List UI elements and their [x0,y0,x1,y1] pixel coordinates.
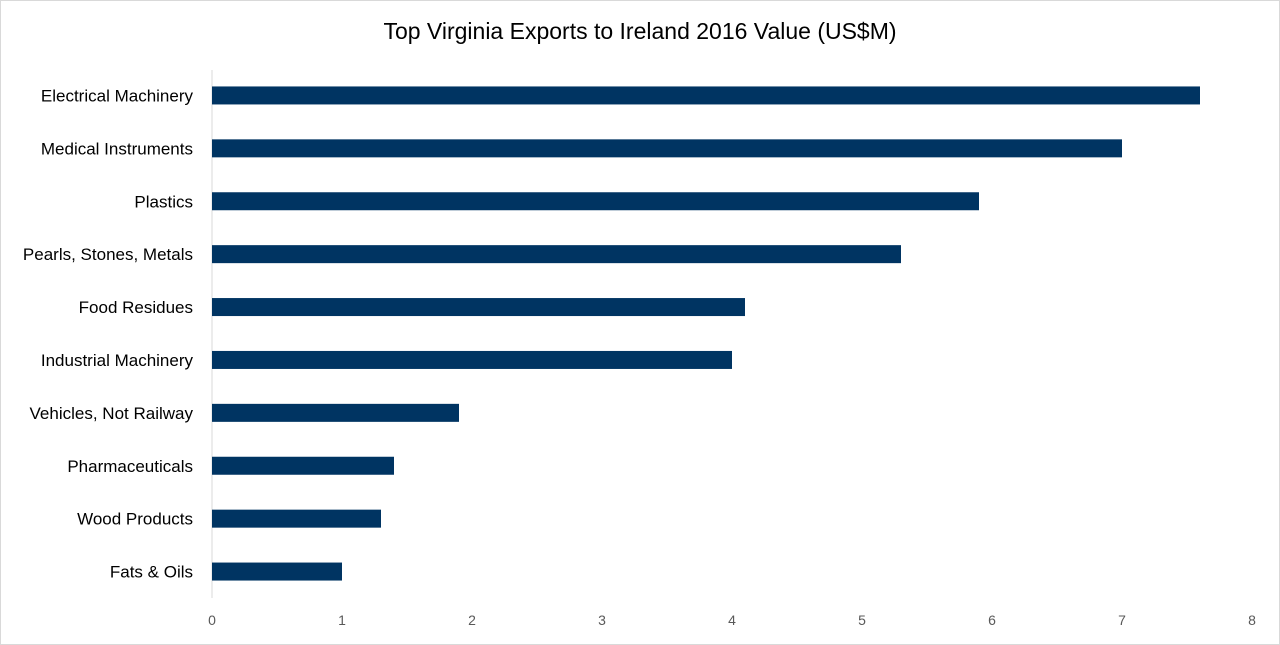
x-tick-label: 0 [208,612,216,628]
bar [212,456,394,475]
category-label: Plastics [134,192,193,211]
bar [212,403,459,422]
x-tick-label: 2 [468,612,476,628]
x-tick-label: 5 [858,612,866,628]
category-label: Pearls, Stones, Metals [23,245,193,264]
category-label: Electrical Machinery [41,86,194,105]
bars-group [212,86,1200,581]
category-label: Food Residues [79,298,193,317]
bar [212,139,1122,158]
x-tick-label: 4 [728,612,736,628]
x-tick-labels: 0 1 2 3 4 5 6 7 8 [208,612,1256,628]
category-label: Vehicles, Not Railway [30,404,194,423]
category-label: Medical Instruments [41,139,193,158]
bar [212,350,732,369]
bar [212,86,1200,105]
category-label: Wood Products [77,510,193,529]
bar [212,562,342,581]
bar [212,509,381,528]
bar [212,298,745,317]
x-tick-label: 1 [338,612,346,628]
category-label: Fats & Oils [110,563,193,582]
category-label: Pharmaceuticals [67,457,193,476]
category-labels: Electrical Machinery Medical Instruments P… [23,86,194,581]
x-tick-label: 8 [1248,612,1256,628]
chart-title: Top Virginia Exports to Ireland 2016 Val… [383,18,897,44]
bar [212,192,979,211]
x-tick-label: 7 [1118,612,1126,628]
category-label: Industrial Machinery [41,351,194,370]
x-tick-label: 6 [988,612,996,628]
x-tick-label: 3 [598,612,606,628]
bar [212,245,901,264]
